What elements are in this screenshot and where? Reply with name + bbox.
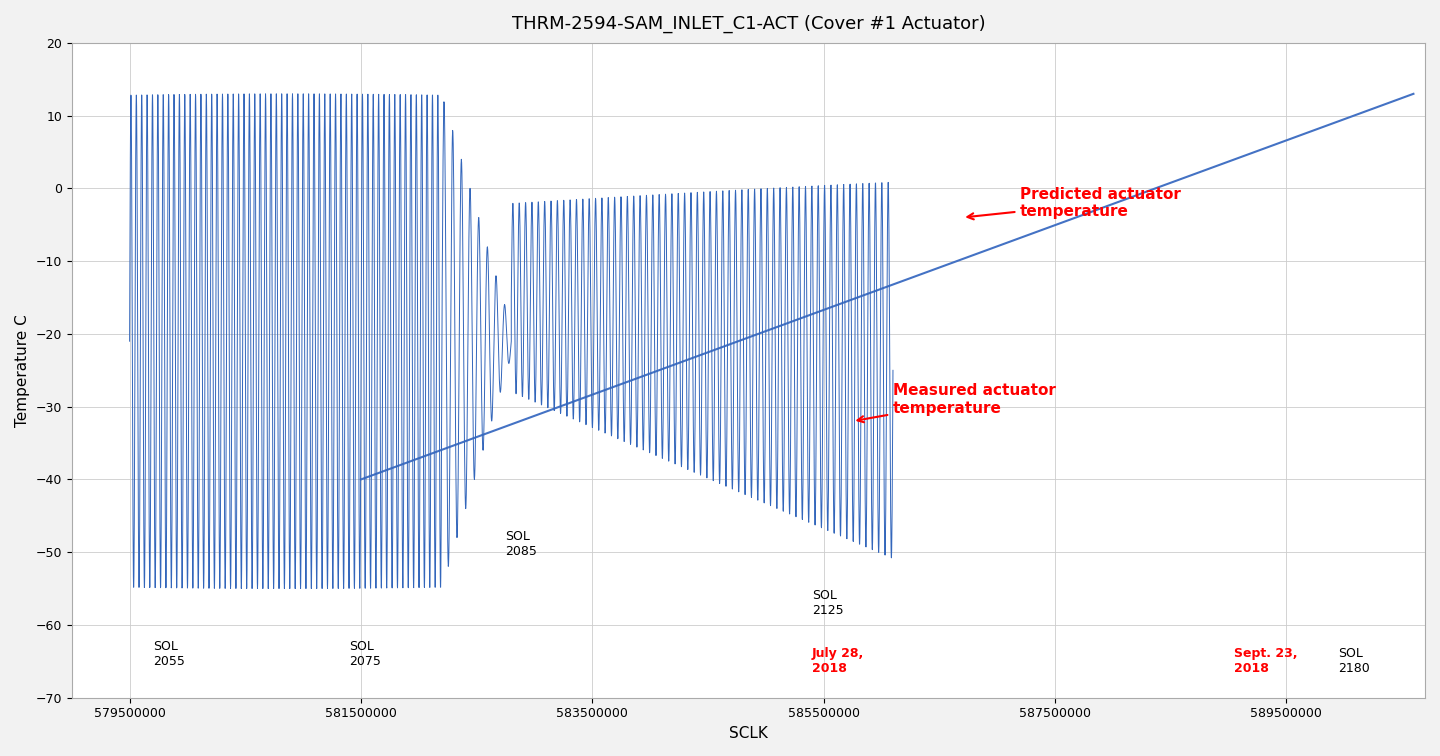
Title: THRM-2594-SAM_INLET_C1-ACT (Cover #1 Actuator): THRM-2594-SAM_INLET_C1-ACT (Cover #1 Act… [511, 15, 985, 33]
Text: July 28,
2018: July 28, 2018 [812, 647, 864, 675]
Text: Predicted actuator
temperature: Predicted actuator temperature [968, 187, 1181, 219]
Text: SOL
2075: SOL 2075 [350, 640, 382, 668]
Y-axis label: Temperature C: Temperature C [14, 314, 30, 426]
Text: SOL
2180: SOL 2180 [1338, 647, 1369, 675]
Text: SOL
2125: SOL 2125 [812, 589, 844, 617]
Text: SOL
2055: SOL 2055 [153, 640, 184, 668]
Text: SOL
2085: SOL 2085 [505, 531, 537, 559]
Text: Measured actuator
temperature: Measured actuator temperature [857, 383, 1056, 423]
Text: Sept. 23,
2018: Sept. 23, 2018 [1234, 647, 1297, 675]
X-axis label: SCLK: SCLK [729, 726, 768, 741]
